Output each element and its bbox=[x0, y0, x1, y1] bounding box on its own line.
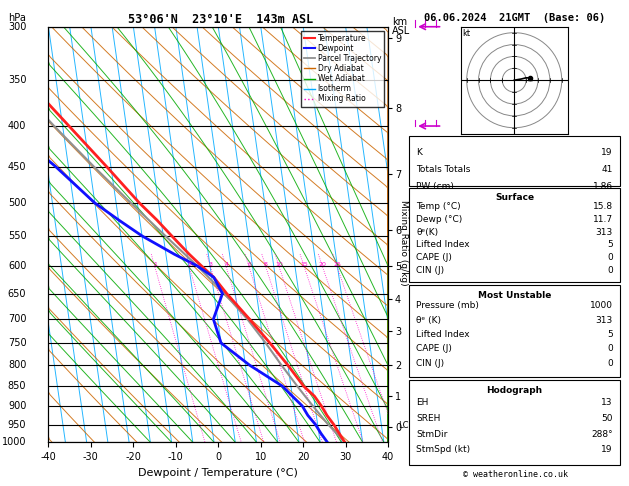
Text: 3: 3 bbox=[209, 262, 213, 267]
Text: StmDir: StmDir bbox=[416, 430, 447, 439]
Text: 0: 0 bbox=[607, 359, 613, 368]
Text: 600: 600 bbox=[8, 261, 26, 271]
Legend: Temperature, Dewpoint, Parcel Trajectory, Dry Adiabat, Wet Adiabat, Isotherm, Mi: Temperature, Dewpoint, Parcel Trajectory… bbox=[301, 31, 384, 106]
FancyBboxPatch shape bbox=[409, 380, 620, 465]
Text: 5: 5 bbox=[607, 330, 613, 339]
Text: 4: 4 bbox=[225, 262, 228, 267]
Text: θᵉ (K): θᵉ (K) bbox=[416, 316, 441, 325]
X-axis label: Dewpoint / Temperature (°C): Dewpoint / Temperature (°C) bbox=[138, 468, 298, 478]
Text: CAPE (J): CAPE (J) bbox=[416, 253, 452, 262]
Text: Totals Totals: Totals Totals bbox=[416, 165, 470, 174]
FancyBboxPatch shape bbox=[409, 137, 620, 186]
Text: CAPE (J): CAPE (J) bbox=[416, 345, 452, 353]
Text: 2: 2 bbox=[187, 262, 191, 267]
FancyBboxPatch shape bbox=[409, 285, 620, 377]
Text: EH: EH bbox=[416, 398, 428, 407]
Text: Dewp (°C): Dewp (°C) bbox=[416, 215, 462, 224]
Text: ASL: ASL bbox=[392, 26, 410, 36]
Text: Surface: Surface bbox=[495, 192, 534, 202]
Text: 950: 950 bbox=[8, 419, 26, 430]
Text: PW (cm): PW (cm) bbox=[416, 182, 454, 191]
Text: kt: kt bbox=[462, 29, 470, 38]
Text: Most Unstable: Most Unstable bbox=[478, 291, 551, 299]
Text: 750: 750 bbox=[8, 338, 26, 348]
Text: 500: 500 bbox=[8, 198, 26, 208]
Text: 550: 550 bbox=[8, 231, 26, 241]
Text: 1.86: 1.86 bbox=[593, 182, 613, 191]
Text: 0: 0 bbox=[607, 253, 613, 262]
Text: StmSpd (kt): StmSpd (kt) bbox=[416, 445, 470, 454]
Text: 5: 5 bbox=[607, 240, 613, 249]
Text: 11.7: 11.7 bbox=[593, 215, 613, 224]
Text: 450: 450 bbox=[8, 162, 26, 172]
Text: 288°: 288° bbox=[591, 430, 613, 439]
FancyBboxPatch shape bbox=[409, 188, 620, 282]
Text: 15: 15 bbox=[301, 262, 308, 267]
Text: 350: 350 bbox=[8, 75, 26, 85]
Text: 0: 0 bbox=[607, 266, 613, 275]
Text: CIN (J): CIN (J) bbox=[416, 266, 444, 275]
Text: 400: 400 bbox=[8, 121, 26, 131]
Text: K: K bbox=[416, 148, 422, 157]
Text: 15.8: 15.8 bbox=[593, 202, 613, 211]
Text: hPa: hPa bbox=[8, 13, 26, 22]
Text: CIN (J): CIN (J) bbox=[416, 359, 444, 368]
Text: 10: 10 bbox=[276, 262, 283, 267]
Text: LCL: LCL bbox=[398, 421, 413, 430]
Text: Temp (°C): Temp (°C) bbox=[416, 202, 461, 211]
Text: 1000: 1000 bbox=[590, 301, 613, 311]
Text: 19: 19 bbox=[601, 148, 613, 157]
Text: 300: 300 bbox=[8, 22, 26, 32]
Text: 41: 41 bbox=[601, 165, 613, 174]
Text: 700: 700 bbox=[8, 314, 26, 324]
Text: 50: 50 bbox=[601, 414, 613, 423]
Text: 6: 6 bbox=[247, 262, 251, 267]
Text: 900: 900 bbox=[8, 401, 26, 411]
Text: Hodograph: Hodograph bbox=[486, 386, 543, 396]
Text: 06.06.2024  21GMT  (Base: 06): 06.06.2024 21GMT (Base: 06) bbox=[424, 13, 605, 23]
Text: km: km bbox=[392, 17, 407, 27]
Text: 20: 20 bbox=[319, 262, 326, 267]
Text: 850: 850 bbox=[8, 381, 26, 391]
Text: Lifted Index: Lifted Index bbox=[416, 330, 470, 339]
Text: 1000: 1000 bbox=[2, 437, 26, 447]
Text: 53°06'N  23°10'E  143m ASL: 53°06'N 23°10'E 143m ASL bbox=[128, 13, 313, 26]
Text: 800: 800 bbox=[8, 360, 26, 370]
Text: 313: 313 bbox=[596, 227, 613, 237]
Text: θᵉ(K): θᵉ(K) bbox=[416, 227, 438, 237]
Text: 8: 8 bbox=[264, 262, 268, 267]
Text: Mixing Ratio (g/kg): Mixing Ratio (g/kg) bbox=[399, 200, 408, 286]
Text: 650: 650 bbox=[8, 289, 26, 298]
Text: 1: 1 bbox=[153, 262, 157, 267]
Text: 19: 19 bbox=[601, 445, 613, 454]
Text: © weatheronline.co.uk: © weatheronline.co.uk bbox=[464, 470, 568, 479]
Text: SREH: SREH bbox=[416, 414, 440, 423]
Text: 0: 0 bbox=[607, 345, 613, 353]
Text: Pressure (mb): Pressure (mb) bbox=[416, 301, 479, 311]
Text: 25: 25 bbox=[333, 262, 341, 267]
Text: 13: 13 bbox=[601, 398, 613, 407]
Text: Lifted Index: Lifted Index bbox=[416, 240, 470, 249]
Text: 313: 313 bbox=[596, 316, 613, 325]
